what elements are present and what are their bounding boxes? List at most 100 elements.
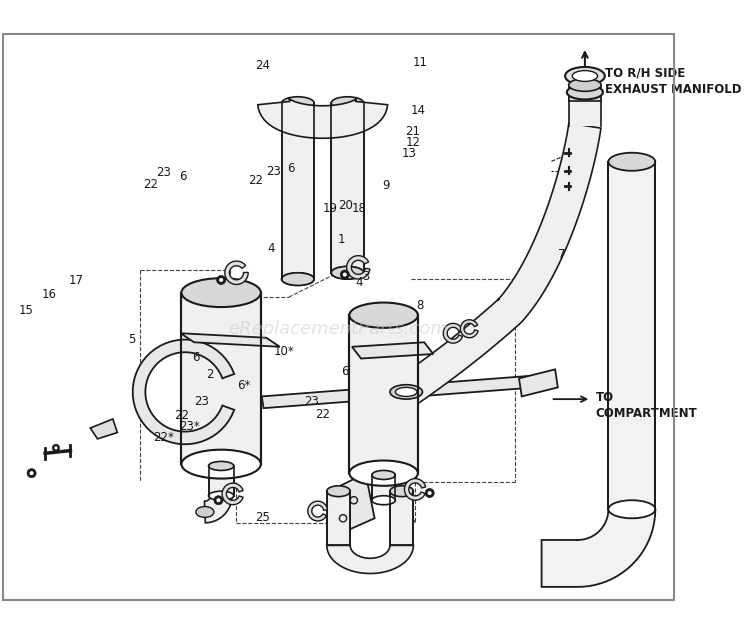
Ellipse shape: [372, 470, 395, 479]
Text: eReplacementParts.com: eReplacementParts.com: [229, 320, 448, 338]
Ellipse shape: [182, 278, 261, 307]
Polygon shape: [460, 320, 478, 338]
Ellipse shape: [281, 273, 314, 285]
Polygon shape: [519, 370, 558, 396]
Circle shape: [340, 270, 350, 279]
Ellipse shape: [568, 79, 602, 91]
Ellipse shape: [565, 67, 604, 85]
Polygon shape: [443, 323, 463, 343]
Ellipse shape: [332, 266, 364, 279]
Text: 10*: 10*: [274, 345, 295, 358]
Text: 17: 17: [68, 274, 83, 287]
Polygon shape: [398, 123, 601, 405]
Bar: [390, 491, 413, 545]
Polygon shape: [352, 342, 434, 358]
Bar: [568, 94, 602, 126]
Text: 4: 4: [267, 242, 274, 255]
Ellipse shape: [281, 273, 314, 285]
Text: 20: 20: [338, 199, 352, 212]
Text: 23*: 23*: [179, 420, 200, 434]
Ellipse shape: [209, 491, 234, 500]
Ellipse shape: [390, 385, 422, 399]
Polygon shape: [258, 98, 388, 138]
Text: 1: 1: [338, 233, 346, 246]
Circle shape: [427, 491, 432, 495]
Bar: [182, 293, 261, 464]
Text: 4: 4: [355, 276, 362, 289]
Text: 22: 22: [248, 174, 263, 187]
Text: 19: 19: [322, 202, 338, 215]
Ellipse shape: [372, 496, 395, 505]
Polygon shape: [222, 483, 243, 505]
Polygon shape: [308, 501, 328, 521]
Ellipse shape: [332, 97, 364, 110]
Bar: [209, 466, 234, 496]
Text: 13: 13: [402, 147, 417, 160]
Circle shape: [53, 444, 59, 451]
Polygon shape: [542, 508, 656, 587]
Text: 23: 23: [194, 395, 209, 408]
Text: 2: 2: [206, 368, 214, 381]
Circle shape: [343, 273, 346, 276]
Text: 23: 23: [266, 165, 281, 178]
Bar: [350, 315, 418, 473]
Text: 18: 18: [351, 202, 366, 215]
Text: 23: 23: [304, 395, 319, 408]
Ellipse shape: [572, 70, 598, 81]
Ellipse shape: [608, 500, 656, 518]
Bar: [281, 103, 314, 279]
Ellipse shape: [608, 153, 656, 171]
Text: 15: 15: [18, 304, 33, 316]
Polygon shape: [262, 376, 536, 408]
Bar: [608, 162, 656, 509]
Text: 22*: 22*: [154, 430, 174, 444]
Circle shape: [29, 471, 34, 476]
Text: 22: 22: [142, 178, 158, 191]
Text: TO
COMPARTMENT: TO COMPARTMENT: [596, 391, 698, 420]
Text: 5: 5: [128, 333, 136, 346]
Text: 14: 14: [410, 105, 425, 117]
Polygon shape: [181, 333, 280, 347]
Text: 23: 23: [157, 166, 171, 179]
Polygon shape: [404, 479, 426, 500]
Bar: [372, 475, 395, 500]
Text: 8: 8: [416, 299, 424, 312]
Text: 6: 6: [341, 365, 349, 378]
Bar: [327, 491, 350, 545]
Ellipse shape: [395, 387, 417, 396]
Text: 22: 22: [315, 408, 330, 421]
Circle shape: [54, 446, 58, 450]
Text: 22: 22: [174, 409, 189, 422]
Text: 24: 24: [255, 59, 270, 72]
Text: 25: 25: [255, 511, 270, 524]
Bar: [332, 103, 364, 273]
Text: 6: 6: [193, 351, 200, 363]
Ellipse shape: [567, 85, 603, 100]
Text: 3: 3: [362, 271, 369, 283]
Circle shape: [27, 469, 36, 477]
Polygon shape: [90, 419, 117, 439]
Text: 6: 6: [287, 162, 295, 175]
Text: 6: 6: [179, 171, 187, 183]
Circle shape: [217, 276, 226, 285]
Polygon shape: [133, 340, 234, 444]
Text: 21: 21: [406, 124, 421, 138]
Circle shape: [217, 498, 220, 502]
Ellipse shape: [209, 462, 234, 470]
Bar: [568, 85, 602, 101]
Polygon shape: [327, 545, 413, 574]
Ellipse shape: [196, 507, 214, 517]
Text: 6*: 6*: [237, 379, 250, 392]
Text: 16: 16: [41, 288, 56, 301]
Text: 7: 7: [558, 247, 566, 261]
Polygon shape: [346, 256, 370, 279]
Ellipse shape: [350, 460, 418, 486]
Ellipse shape: [327, 486, 350, 496]
Text: 9: 9: [382, 179, 390, 192]
Circle shape: [219, 278, 224, 282]
Ellipse shape: [350, 302, 418, 328]
Circle shape: [214, 496, 223, 505]
Ellipse shape: [332, 266, 364, 279]
Polygon shape: [205, 495, 232, 523]
Text: 12: 12: [406, 136, 421, 149]
